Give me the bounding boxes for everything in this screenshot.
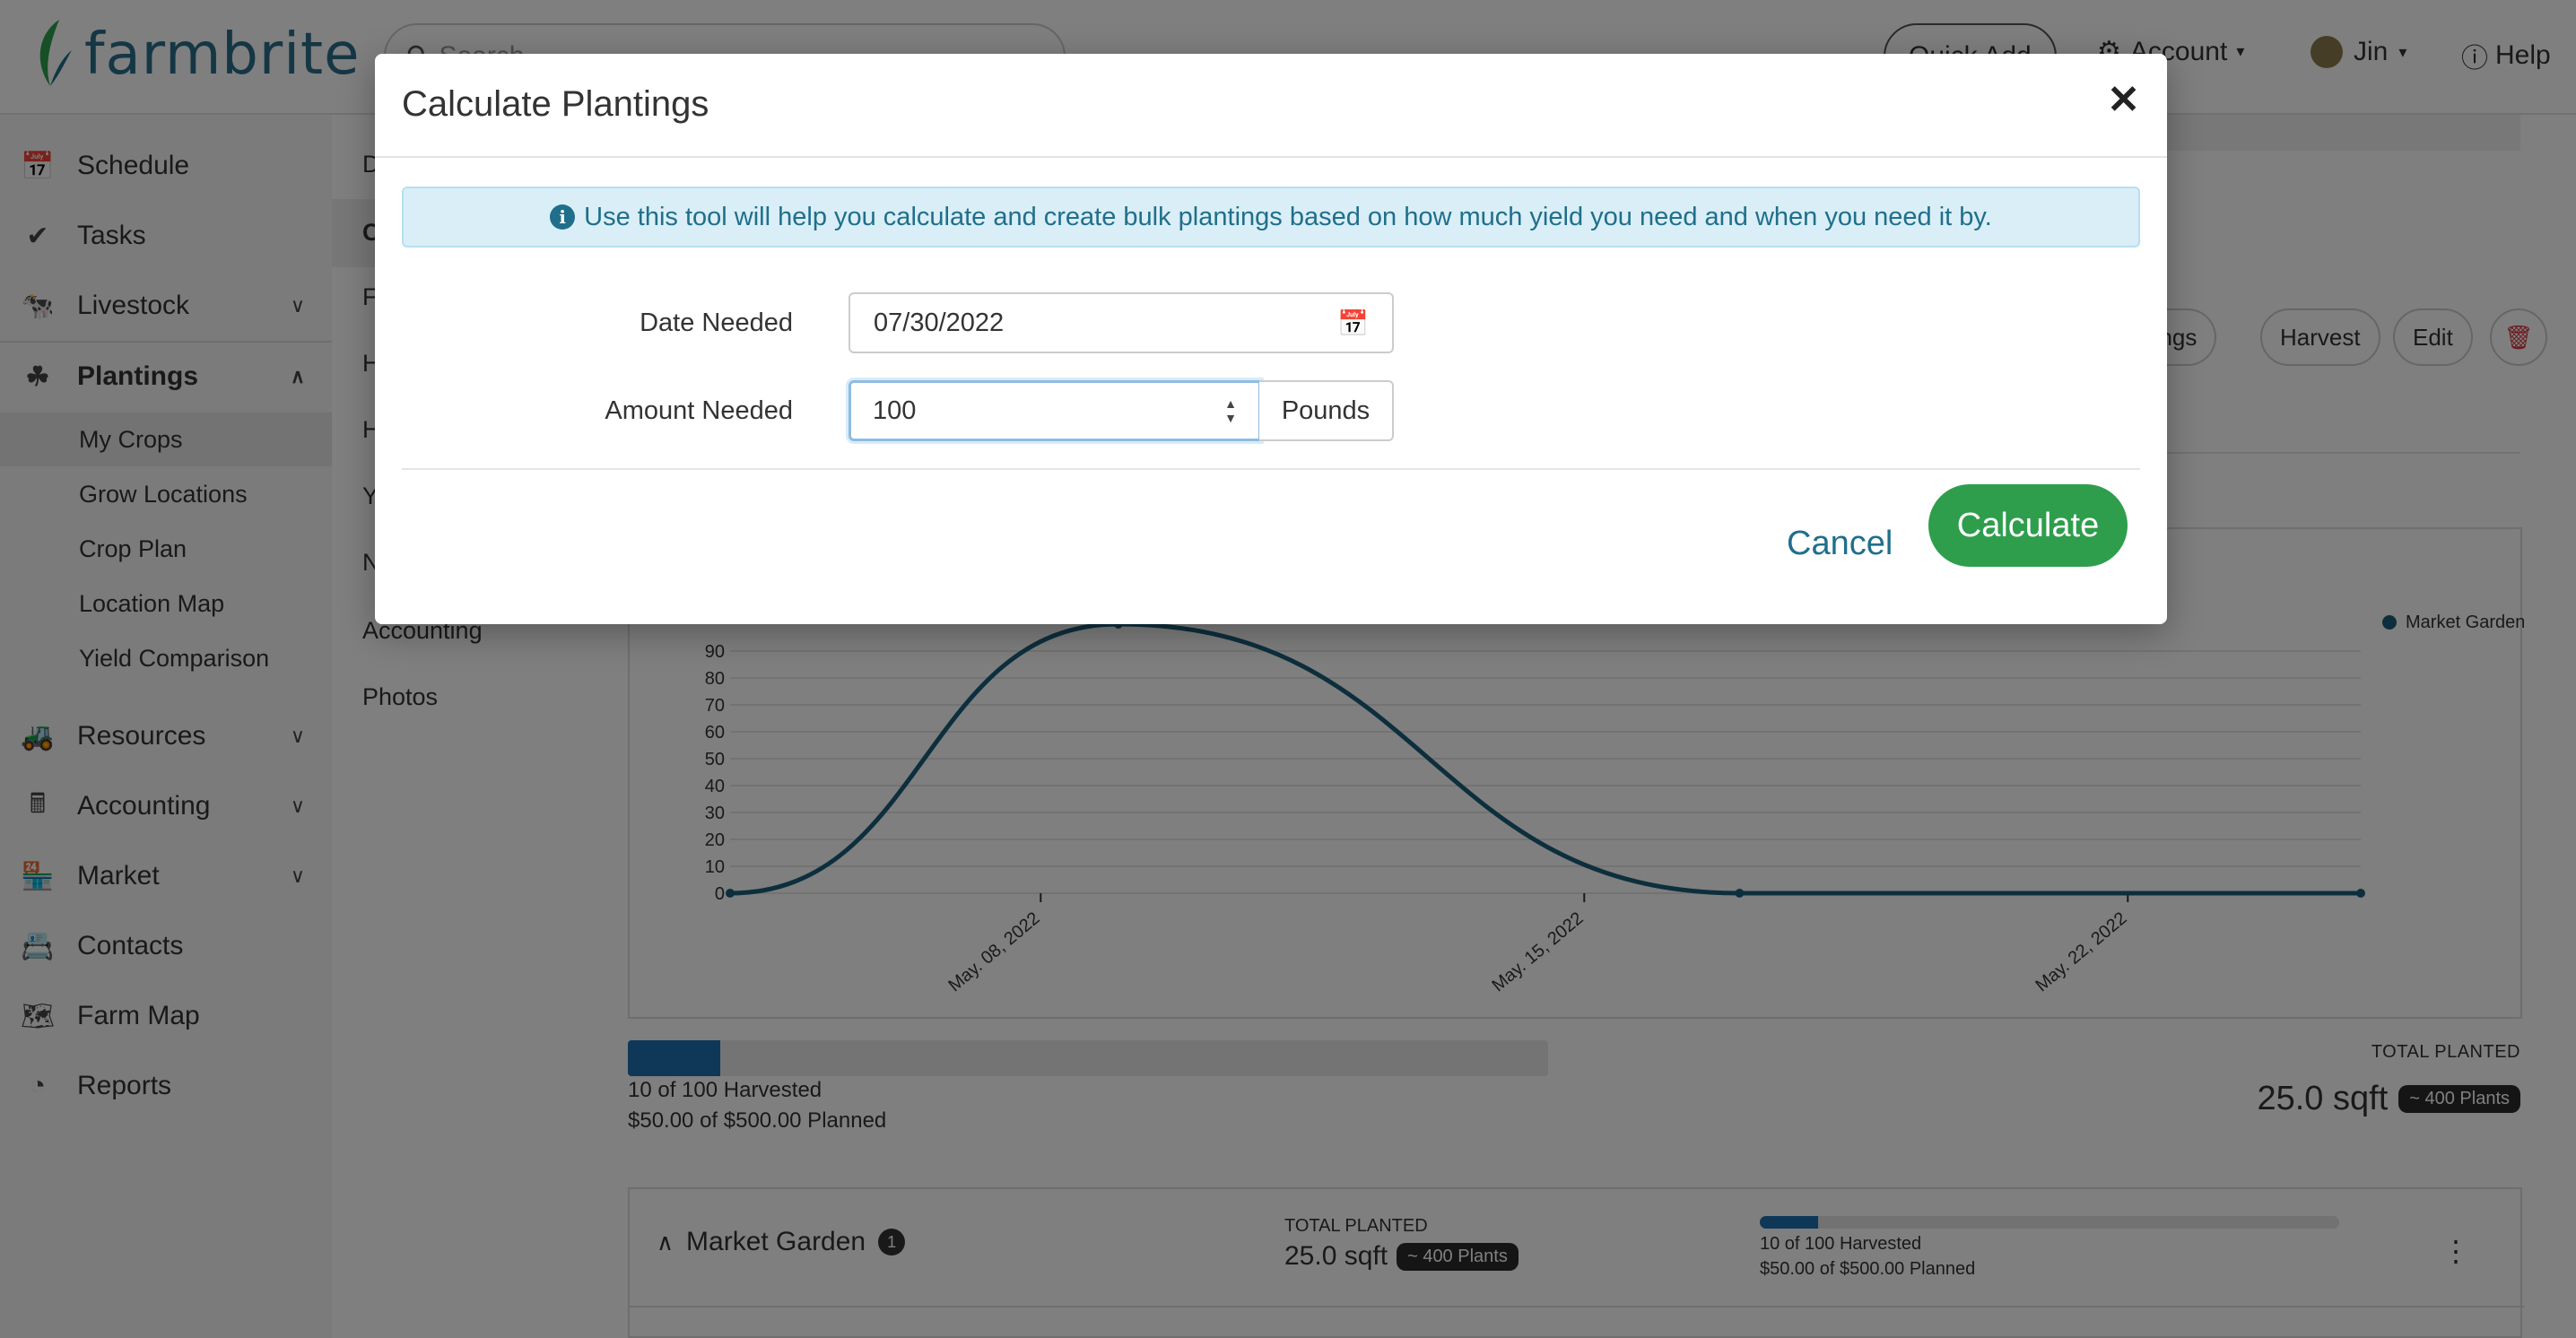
calendar-icon[interactable]: 📅 [1337,308,1369,337]
info-alert: i Use this tool will help you calculate … [402,187,2140,248]
date-needed-field[interactable]: 07/30/2022 📅 [849,292,1394,353]
spinner-down-icon[interactable]: ▼ [1224,411,1237,425]
amount-needed-field[interactable]: 100 ▲ ▼ [849,380,1261,441]
unit-addon: Pounds [1259,380,1394,441]
spinner-up-icon[interactable]: ▲ [1224,396,1237,411]
close-icon[interactable]: ✕ [2107,78,2140,122]
date-value: 07/30/2022 [874,308,1005,337]
date-needed-label: Date Needed [640,308,793,337]
modal-title: Calculate Plantings [402,84,709,124]
modal-divider [402,468,2140,470]
info-circle-icon: i [550,204,576,230]
amount-needed-label: Amount Needed [605,396,793,425]
info-text: Use this tool will help you calculate an… [584,202,1992,231]
cancel-button[interactable]: Cancel [1767,506,1912,581]
calculate-plantings-modal: Calculate Plantings ✕ i Use this tool wi… [375,54,2167,624]
number-spinner-icon[interactable]: ▲ ▼ [1224,396,1237,425]
modal-header: Calculate Plantings ✕ [375,54,2167,158]
calculate-button[interactable]: Calculate [1928,484,2128,567]
amount-value: 100 [873,395,917,425]
